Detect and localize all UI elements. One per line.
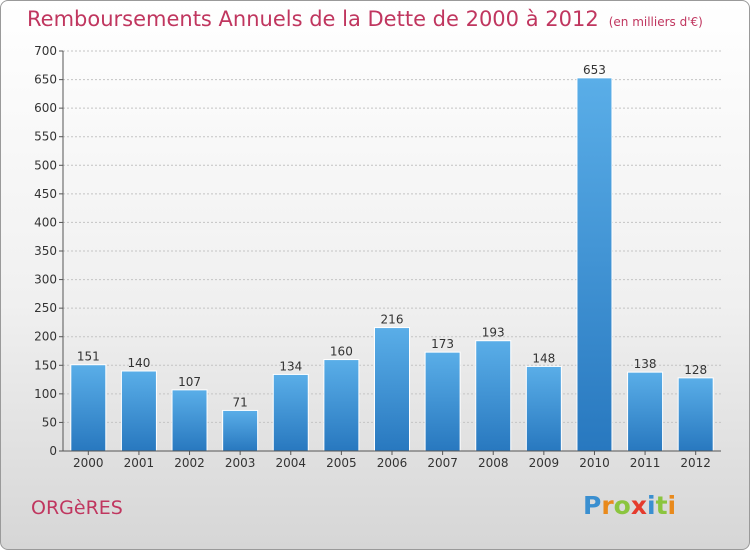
logo-letter: i (647, 491, 656, 520)
bar (424, 351, 461, 452)
chart-title: Remboursements Annuels de la Dette de 20… (27, 7, 703, 31)
data-label: 140 (127, 356, 150, 370)
bar (323, 359, 360, 452)
bar (475, 340, 512, 452)
bar (171, 389, 208, 452)
y-tick-label: 350 (34, 244, 57, 258)
data-label: 71 (233, 395, 248, 409)
data-label: 173 (431, 337, 454, 351)
bar (120, 370, 157, 452)
logo-letter: r (601, 491, 614, 520)
x-tick-label: 2001 (124, 456, 155, 470)
bar (70, 364, 107, 452)
x-tick-label: 2007 (427, 456, 458, 470)
y-tick-label: 450 (34, 187, 57, 201)
logo-letter: i (667, 491, 677, 520)
x-tick-label: 2004 (275, 456, 306, 470)
y-tick-label: 250 (34, 301, 57, 315)
y-tick-label: 100 (34, 387, 57, 401)
x-tick-label: 2005 (326, 456, 357, 470)
data-label: 193 (482, 326, 505, 340)
x-tick-label: 2008 (478, 456, 509, 470)
y-tick-label: 600 (34, 101, 57, 115)
logo-letter: x (630, 491, 647, 520)
bar (374, 327, 410, 452)
data-label: 151 (77, 350, 100, 364)
x-tick-label: 2002 (174, 456, 205, 470)
y-tick-label: 700 (34, 44, 57, 58)
bar (677, 377, 714, 452)
x-tick-label: 2003 (225, 456, 256, 470)
data-label: 653 (583, 63, 606, 77)
data-label: 128 (684, 363, 707, 377)
logo-letter: o (613, 491, 631, 520)
data-label: 138 (634, 357, 657, 371)
y-tick-label: 50 (42, 415, 57, 429)
logo-letter: t (655, 491, 668, 520)
proxiti-logo[interactable]: Proxiti (583, 491, 676, 520)
x-tick-label: 2010 (579, 456, 610, 470)
y-tick-label: 300 (34, 273, 57, 287)
x-tick-label: 2012 (680, 456, 711, 470)
bar (272, 373, 309, 452)
data-label: 160 (330, 345, 353, 359)
bar (525, 365, 562, 452)
y-tick-label: 500 (34, 158, 57, 172)
chart-title-text: Remboursements Annuels de la Dette de 20… (27, 7, 599, 31)
bar (222, 409, 259, 452)
logo-letter: P (583, 491, 602, 520)
data-label: 134 (279, 359, 302, 373)
y-tick-label: 0 (49, 444, 57, 458)
y-tick-label: 550 (34, 130, 57, 144)
bar (576, 77, 613, 452)
y-tick-label: 400 (34, 215, 57, 229)
x-tick-label: 2006 (377, 456, 408, 470)
x-tick-label: 2000 (73, 456, 104, 470)
unit-note: (en milliers d'€) (608, 15, 703, 29)
data-label: 107 (178, 375, 201, 389)
y-tick-label: 650 (34, 73, 57, 87)
data-label: 148 (532, 351, 555, 365)
y-tick-label: 150 (34, 358, 57, 372)
bar (627, 371, 664, 452)
x-tick-label: 2009 (529, 456, 560, 470)
data-label: 216 (381, 313, 404, 327)
x-tick-label: 2011 (630, 456, 661, 470)
place-name: ORGèRES (31, 497, 123, 519)
y-tick-label: 200 (34, 330, 57, 344)
